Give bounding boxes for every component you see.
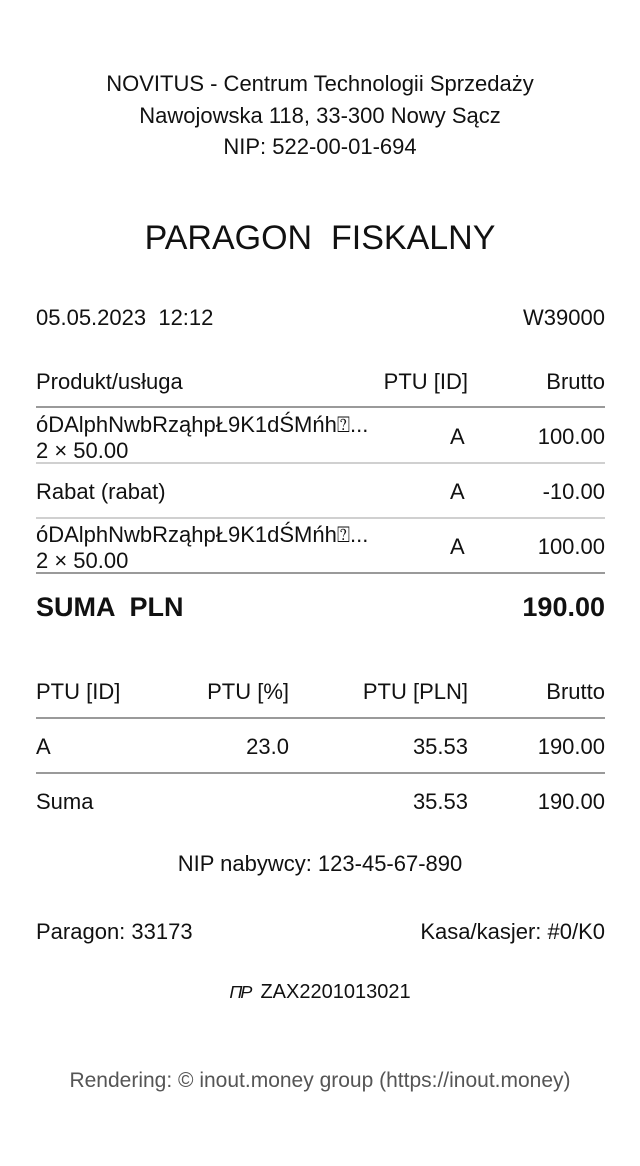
tax-sum-label: Suma <box>36 789 94 814</box>
tax-col-brutto: Brutto <box>546 679 605 704</box>
tax-col-pln: PTU [PLN] <box>362 679 468 704</box>
tax-row-id: A <box>36 734 51 759</box>
divider <box>36 517 605 519</box>
item-brutto: 100.00 <box>537 534 605 559</box>
total-value: 190.00 <box>522 592 605 622</box>
receipt-code: W39000 <box>523 305 605 330</box>
tax-sum-brutto: 190.00 <box>537 789 605 814</box>
col-ptu-id: PTU [ID] <box>383 369 468 394</box>
buyer-nip: NIP nabywcy: 123-45-67-890 <box>177 851 463 876</box>
item-ptu: A <box>450 424 465 449</box>
seller-address: Nawojowska 118, 33-300 Nowy Sącz <box>139 103 501 128</box>
footer: Rendering: © inout.money group (https://… <box>69 1069 571 1092</box>
divider <box>36 572 605 574</box>
tax-row-pct: 23.0 <box>246 734 289 759</box>
divider <box>36 462 605 464</box>
date-time: 05.05.2023 12:12 <box>36 305 214 330</box>
tax-col-id: PTU [ID] <box>36 679 121 704</box>
item-name: óDAlphNwbRząhpŁ9K1dŚMńh⍰... <box>36 522 369 547</box>
total-label: SUMA PLN <box>36 592 184 622</box>
tax-col-pct: PTU [%] <box>207 679 289 704</box>
pl-fiscal-mark-icon: ΠΡ <box>229 982 252 1002</box>
item-name: óDAlphNwbRząhpŁ9K1dŚMńh⍰... <box>36 412 369 437</box>
item-qty: 2 × 50.00 <box>36 548 129 573</box>
divider <box>36 717 605 719</box>
device-number: ZAX2201013021 <box>260 981 411 1003</box>
cashier: Kasa/kasjer: #0/K0 <box>420 919 605 944</box>
item-brutto: -10.00 <box>542 479 605 504</box>
device-line: ΠΡ ZAX2201013021 <box>0 982 640 1002</box>
tax-row-pln: 35.53 <box>412 734 468 759</box>
seller-name: NOVITUS - Centrum Technologii Sprzedaży <box>106 71 534 96</box>
tax-sum-pln: 35.53 <box>412 789 468 814</box>
item-name: Rabat (rabat) <box>36 479 166 504</box>
seller-nip: NIP: 522-00-01-694 <box>223 134 417 159</box>
divider <box>36 406 605 408</box>
item-ptu: A <box>450 534 465 559</box>
receipt-title: PARAGON FISKALNY <box>144 219 496 257</box>
tax-row-brutto: 190.00 <box>537 734 605 759</box>
divider <box>36 772 605 774</box>
item-qty: 2 × 50.00 <box>36 438 129 463</box>
item-ptu: A <box>450 479 465 504</box>
item-brutto: 100.00 <box>537 424 605 449</box>
col-brutto: Brutto <box>546 369 605 394</box>
receipt-number: Paragon: 33173 <box>36 919 193 944</box>
col-product: Produkt/usługa <box>36 369 183 394</box>
